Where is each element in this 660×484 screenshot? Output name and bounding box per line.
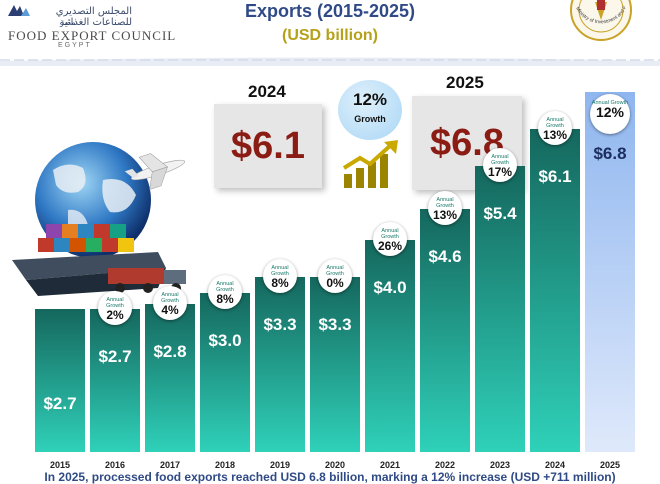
bar-2025: $6.8 xyxy=(585,92,635,452)
growth-bubble: Annual Growth 13% xyxy=(538,111,572,146)
growth-bubble-caption: Annual Growth xyxy=(591,100,629,107)
bar-value-label: $3.0 xyxy=(208,331,242,351)
growth-bubble-value: 0% xyxy=(326,276,344,291)
x-tick-label: 2024 xyxy=(544,460,566,470)
growth-badge-pct: 12% xyxy=(352,90,388,109)
bar-2021: $4.0 xyxy=(365,240,415,452)
growth-bubble-caption: Annual Growth xyxy=(436,196,454,209)
growth-badge-label: Growth xyxy=(354,114,386,124)
growth-trend-icon xyxy=(342,140,398,188)
growth-badge: 12% Growth xyxy=(338,80,402,140)
bar-2016: $2.7 xyxy=(90,309,140,452)
x-tick-label: 2017 xyxy=(159,460,181,470)
bar-2017: $2.8 xyxy=(145,303,195,452)
highlight-year-b: 2025 xyxy=(446,73,484,92)
growth-bubble-value: 17% xyxy=(487,165,513,180)
bar-2020: $3.3 xyxy=(310,277,360,452)
growth-bubble-caption: Annual Growth xyxy=(381,228,399,241)
growth-bubble-caption: Annual Growth xyxy=(216,281,234,294)
x-tick-label: 2023 xyxy=(489,460,511,470)
growth-bubble: Annual Growth 0% xyxy=(318,259,352,294)
bar-value-label: $5.4 xyxy=(483,204,517,224)
growth-bubble-value: 8% xyxy=(216,292,234,307)
logo-name: FOOD EXPORT COUNCIL xyxy=(8,28,177,43)
growth-bubble: Annual Growth 26% xyxy=(373,222,407,257)
chart-title: Exports (2015-2025) xyxy=(244,1,416,21)
highlight-value-a: $6.1 xyxy=(231,125,305,167)
logo-arabic-name: المجلس التصديري للصناعات الغذائية xyxy=(55,6,132,28)
growth-bubble-value: 8% xyxy=(271,276,289,291)
growth-bubble: Annual Growth 8% xyxy=(208,275,242,310)
bar-2023: $5.4 xyxy=(475,166,525,452)
globe-shipping-illustration xyxy=(12,142,186,296)
growth-bubble-value: 2% xyxy=(106,308,124,323)
growth-bubble-caption: Annual Growth xyxy=(546,117,564,130)
food-export-council-logo-icon xyxy=(8,5,30,16)
highlight-card-a: $6.1 xyxy=(214,104,322,188)
header-band xyxy=(0,57,660,66)
bar-chart: $2.7 2015 $2.7 Annual Growth 2% 2016 $2.8 Annua… xyxy=(35,92,635,470)
x-tick-label: 2025 xyxy=(599,460,621,470)
bar-value-label: $6.8 xyxy=(593,144,627,164)
growth-bubble-value: 26% xyxy=(377,239,403,254)
growth-bubble: Annual Growth 2% xyxy=(98,291,132,326)
growth-bubble-caption: Annual Growth xyxy=(491,154,509,167)
bar-value-label: $3.3 xyxy=(318,315,352,335)
growth-bubble-value: 4% xyxy=(161,302,179,317)
growth-bubble-value: 13% xyxy=(432,207,458,222)
growth-bubble: Annual Growth 12% xyxy=(590,94,630,135)
x-tick-label: 2020 xyxy=(324,460,346,470)
logo-arabic-sub: مصر xyxy=(60,18,76,27)
bar-2018: $3.0 xyxy=(200,293,250,452)
logo-country: EGYPT xyxy=(58,42,92,49)
bar-value-label: $2.7 xyxy=(98,347,132,367)
growth-bubble: Annual Growth 4% xyxy=(153,285,187,320)
growth-bubble-caption: Annual Growth xyxy=(161,291,179,304)
bar-2015: $2.7 xyxy=(35,309,85,452)
bar-value-label: $2.7 xyxy=(43,393,77,413)
x-tick-label: 2021 xyxy=(379,460,401,470)
growth-bubble: Annual Growth 13% xyxy=(428,190,462,225)
growth-bubble-caption: Annual Growth xyxy=(106,297,124,310)
bar-value-label: $3.3 xyxy=(263,315,297,335)
bar-2024: $6.1 xyxy=(530,129,580,452)
x-tick-label: 2019 xyxy=(269,460,291,470)
growth-bubble: Annual Growth 17% xyxy=(483,148,517,183)
growth-bubble-value: 12% xyxy=(595,104,625,121)
growth-bubble-value: 13% xyxy=(542,128,568,143)
x-tick-label: 2016 xyxy=(104,460,126,470)
bar-value-label: $6.1 xyxy=(538,167,572,187)
bar-2019: $3.3 xyxy=(255,277,305,452)
chart-subtitle: (USD billion) xyxy=(282,27,378,44)
bar-2022: $4.6 xyxy=(420,208,470,452)
bar-value-label: $2.8 xyxy=(153,341,187,361)
growth-bubble-caption: Annual Growth xyxy=(326,265,344,278)
highlight-year-a: 2024 xyxy=(248,82,286,101)
ministry-seal-icon: Ministry of Investment and Foreign Trade xyxy=(566,0,632,41)
growth-bubble: Annual Growth 8% xyxy=(263,259,297,294)
bar-value-label: $4.6 xyxy=(428,246,462,266)
x-tick-label: 2015 xyxy=(49,460,71,470)
bar-value-label: $4.0 xyxy=(373,278,407,298)
x-tick-label: 2022 xyxy=(434,460,456,470)
x-tick-label: 2018 xyxy=(214,460,236,470)
footer-caption: In 2025, processed food exports reached … xyxy=(44,470,616,484)
growth-bubble-caption: Annual Growth xyxy=(271,265,289,278)
